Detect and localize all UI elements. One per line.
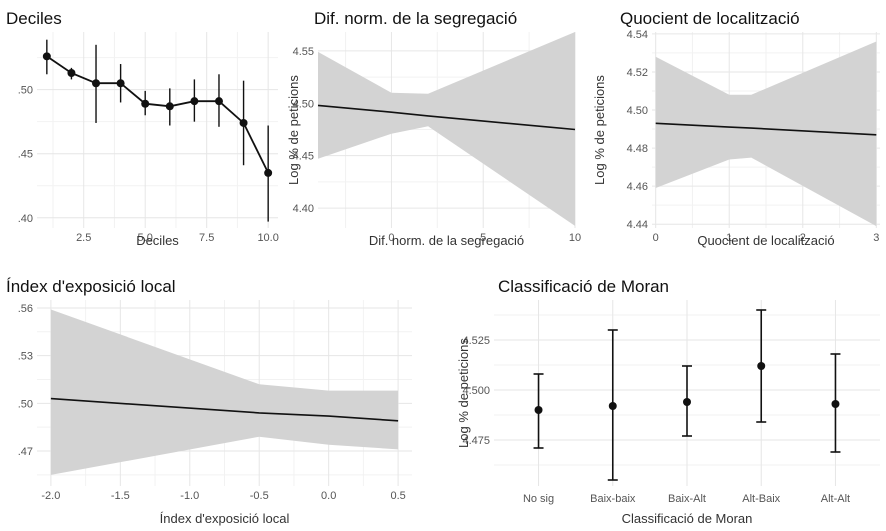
- data-point: [239, 118, 248, 127]
- x-tick-label: 5: [480, 232, 486, 244]
- x-tick-label: 2.5: [76, 232, 91, 244]
- panel-quocient: 4.44 4.46 4.48 4.50 4.52 4.54 0 1 2 3 Quocient de …: [592, 9, 880, 248]
- x-tick-label: Baix-Alt: [668, 493, 706, 505]
- data-point: [165, 102, 174, 111]
- data-point: [42, 52, 51, 61]
- panel-title: Dif. norm. de la segregació: [314, 9, 517, 28]
- x-tick-label: 3: [873, 232, 879, 244]
- x-tick-label: 2: [800, 232, 806, 244]
- panel-deciles: .40 .45 .50 2.5 5.0 7.5 10.0 Deciles Deciles: [6, 9, 279, 248]
- fit-line: [50, 397, 399, 422]
- y-tick-label: .50: [18, 85, 33, 97]
- major-gridlines: [37, 32, 278, 228]
- y-tick-label: .53: [18, 351, 33, 363]
- x-axis-label: Deciles: [136, 233, 179, 248]
- y-tick-label: 4.45: [293, 151, 314, 163]
- x-tick-label: -0.5: [250, 490, 269, 502]
- x-tick-label: 10.0: [257, 232, 278, 244]
- panel-dif-norm: 4.40 4.45 4.50 4.55 0 5 10 Dif. norm. de la seg…: [286, 9, 581, 248]
- data-point: [608, 402, 617, 410]
- y-axis-label: Log % de peticions: [592, 75, 607, 185]
- y-tick-label: 4.525: [462, 335, 490, 347]
- y-tick-label: 4.475: [462, 435, 490, 447]
- x-axis-label: Índex d'exposició local: [160, 511, 290, 526]
- x-tick-label: Alt-Baix: [742, 493, 780, 505]
- panel-title: Classificació de Moran: [498, 277, 669, 296]
- y-tick-label: .56: [18, 303, 33, 315]
- x-tick-label: 0.5: [390, 490, 405, 502]
- y-tick-label: 4.52: [627, 67, 648, 79]
- confidence-band: [655, 41, 877, 227]
- data-point: [534, 406, 543, 414]
- y-tick-label: .45: [18, 149, 33, 161]
- fit-line: [655, 122, 877, 136]
- panel-title: Índex d'exposició local: [6, 277, 176, 296]
- data-point: [264, 168, 273, 177]
- y-tick-label: .47: [18, 446, 33, 458]
- x-tick-label: 1: [726, 232, 732, 244]
- x-axis-label: Dif. norm. de la segregació: [369, 233, 524, 248]
- x-axis-label: Classificació de Moran: [622, 511, 753, 526]
- x-tick-label: Baix-baix: [590, 493, 636, 505]
- y-axis-label: Log % de peticions: [456, 338, 471, 448]
- x-tick-label: -1.5: [111, 490, 130, 502]
- y-tick-label: 4.55: [293, 46, 314, 58]
- x-axis-label: Quocient de localització: [697, 233, 834, 248]
- y-tick-label: 4.40: [293, 203, 314, 215]
- data-point: [92, 79, 101, 88]
- data-point: [190, 97, 199, 106]
- data-point: [67, 68, 76, 77]
- y-tick-label: 4.44: [627, 219, 648, 231]
- fit-line: [317, 104, 576, 131]
- data-point: [141, 99, 150, 108]
- x-tick-label: 0: [388, 232, 394, 244]
- series-line: [46, 55, 270, 174]
- x-tick-label: No sig: [523, 493, 554, 505]
- data-point: [831, 400, 840, 408]
- x-tick-label: 5.0: [138, 232, 153, 244]
- x-tick-label: 0.0: [321, 490, 336, 502]
- y-tick-label: 4.50: [293, 98, 314, 110]
- y-axis-label: Log % de peticions: [286, 75, 301, 185]
- y-tick-label: .50: [18, 398, 33, 410]
- data-point: [214, 97, 223, 106]
- data-point: [683, 398, 691, 406]
- y-tick-label: 4.500: [462, 385, 490, 397]
- confidence-band: [50, 309, 399, 475]
- x-tick-label: -1.0: [180, 490, 199, 502]
- data-point: [757, 362, 766, 370]
- x-tick-label: -2.0: [41, 490, 60, 502]
- y-tick-label: .40: [18, 213, 33, 225]
- minor-gridlines: [37, 32, 278, 228]
- x-tick-label: 0: [653, 232, 659, 244]
- y-tick-label: 4.50: [627, 105, 648, 117]
- x-tick-label: 7.5: [199, 232, 214, 244]
- confidence-band: [318, 32, 575, 226]
- x-tick-label: Alt-Alt: [821, 493, 850, 505]
- panel-moran: 4.475 4.500 4.525 No sig Baix-baix Baix-Alt Al…: [456, 277, 880, 526]
- y-tick-label: 4.54: [627, 29, 648, 41]
- panel-exposicio: .47 .50 .53 .56 -2.0 -1.5 -1.0 -0.5 0.0 0.5 Índex …: [6, 277, 412, 526]
- y-tick-label: 4.46: [627, 181, 648, 193]
- data-point: [116, 79, 125, 88]
- panel-title: Deciles: [6, 9, 62, 28]
- y-tick-label: 4.48: [627, 143, 648, 155]
- x-tick-label: 10: [569, 232, 581, 244]
- panel-title: Quocient de localització: [620, 9, 800, 28]
